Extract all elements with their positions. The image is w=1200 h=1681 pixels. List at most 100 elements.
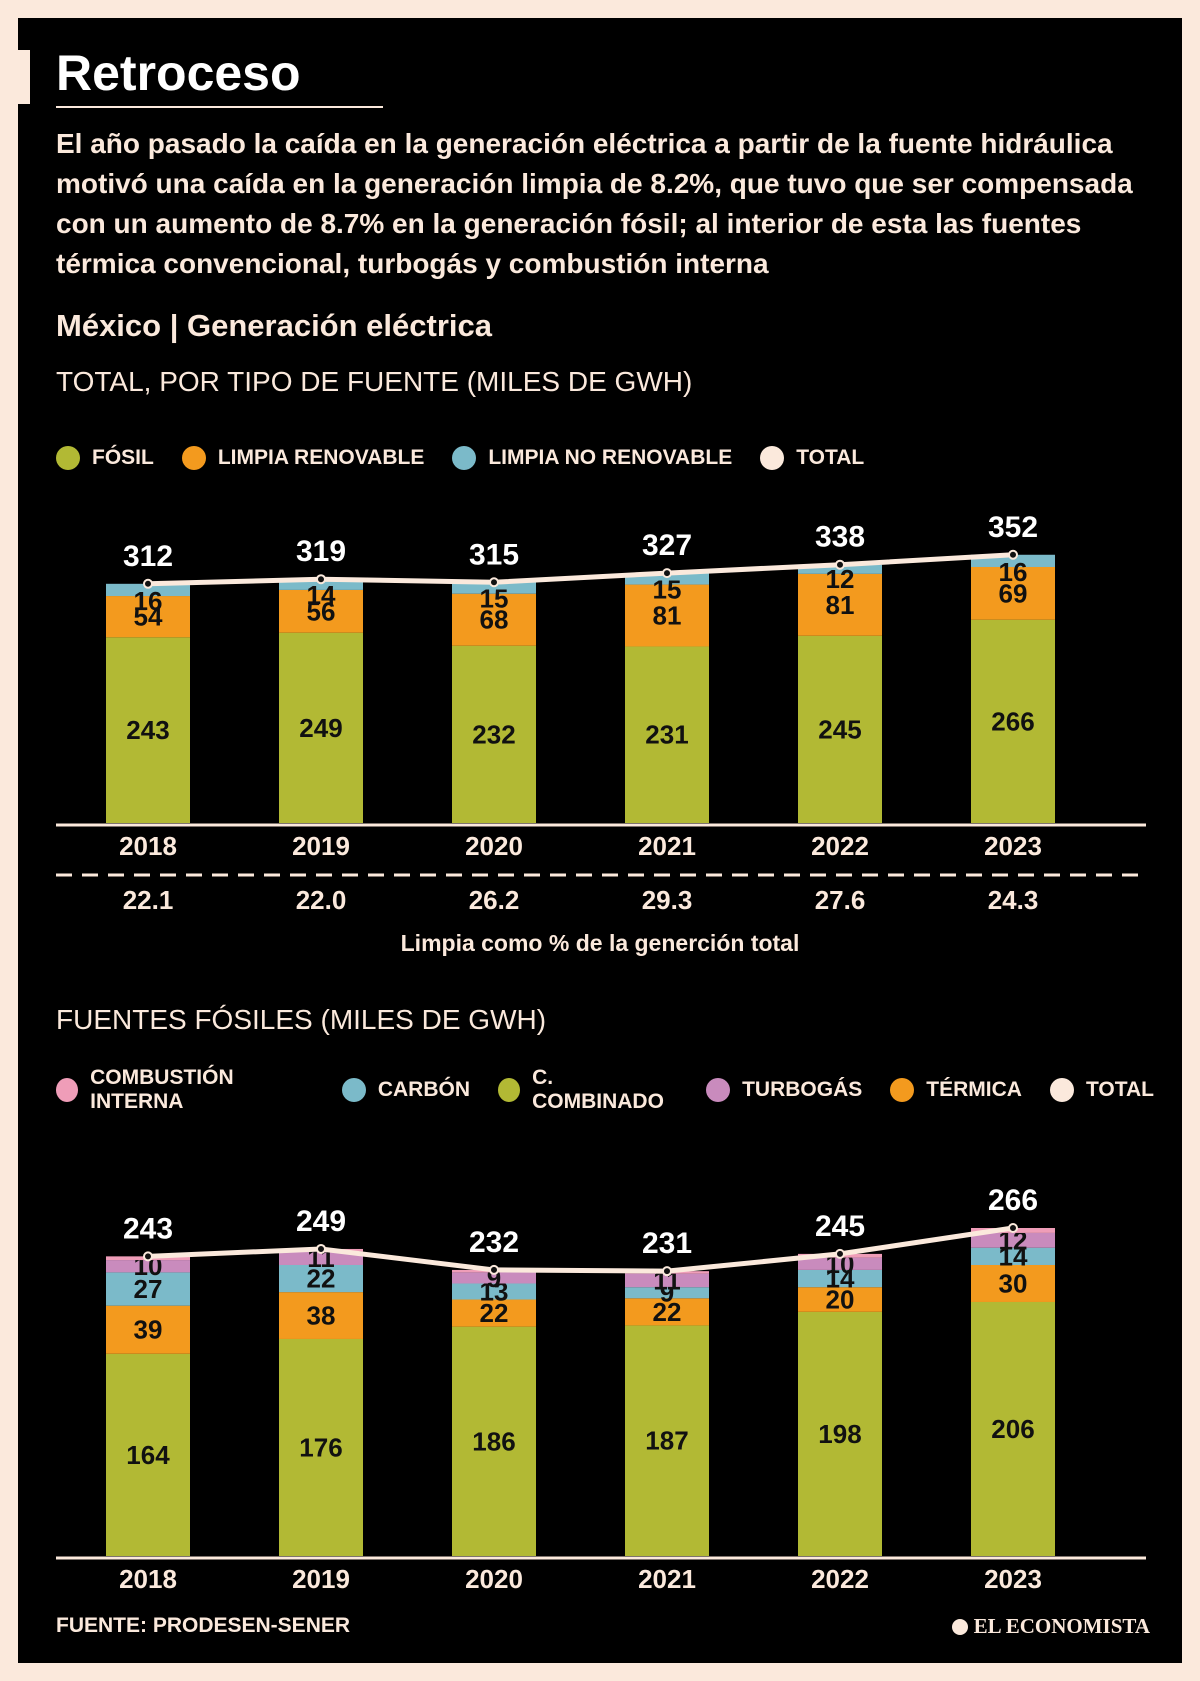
data-label-carbon-2020: 13 — [480, 1277, 509, 1307]
legend-dot-icon — [890, 1078, 915, 1102]
total-label-2020: 232 — [469, 1226, 519, 1259]
total-label-2022: 338 — [815, 521, 865, 554]
data-label-turbogas-2022: 10 — [826, 1249, 855, 1279]
data-label-termica-2022: 20 — [826, 1285, 855, 1315]
bar-c-combinado-2018 — [106, 1353, 190, 1556]
bar-limpia-no-renovable-2020 — [452, 582, 536, 594]
total-point — [1008, 1223, 1018, 1233]
clean-share-value: 22.0 — [296, 885, 347, 915]
infographic-panel: Retroceso El año pasado la caída en la g… — [18, 18, 1182, 1663]
data-label-fosil-2021: 231 — [645, 720, 688, 750]
bar-turbogas-2019 — [279, 1251, 363, 1265]
bar-combustion-interna-2019 — [279, 1248, 363, 1252]
total-label-2019: 319 — [296, 535, 346, 568]
data-label-fosil-2020: 232 — [472, 719, 515, 749]
data-label-termica-2023: 30 — [999, 1268, 1028, 1298]
legend-item-termica: TÉRMICA — [890, 1078, 1022, 1102]
bar-fosil-2019 — [279, 632, 363, 823]
bar-termica-2023 — [971, 1264, 1055, 1302]
legend-item-ciclo-combinado: C. COMBINADO — [498, 1066, 678, 1114]
bar-carbon-2019 — [279, 1264, 363, 1293]
bar-combustion-interna-2021 — [625, 1271, 709, 1274]
bar-carbon-2020 — [452, 1283, 536, 1300]
total-label-2023: 266 — [988, 1184, 1038, 1217]
chart1-subtitle: TOTAL, POR TIPO DE FUENTE (MILES DE GWH) — [56, 366, 693, 397]
data-label-termica-2018: 39 — [134, 1315, 163, 1345]
bar-limpia-renovable-2021 — [625, 584, 709, 647]
total-point — [316, 574, 326, 585]
legend-label: CARBÓN — [377, 1078, 470, 1101]
legend-item-total: TOTAL — [1049, 1078, 1154, 1102]
x-tick-label: 2021 — [638, 831, 696, 861]
total-label-2018: 243 — [123, 1212, 173, 1245]
bar-c-combinado-2020 — [452, 1326, 536, 1556]
data-label-fosil-2019: 249 — [299, 713, 342, 743]
total-point — [835, 559, 845, 570]
legend-label: C. COMBINADO — [532, 1066, 664, 1113]
bar-turbogas-2018 — [106, 1260, 190, 1273]
x-tick-label: 2018 — [119, 831, 177, 861]
bar-limpia-renovable-2023 — [971, 566, 1055, 620]
legend-label: LIMPIA NO RENOVABLE — [488, 446, 733, 469]
bar-turbogas-2022 — [798, 1257, 882, 1270]
legend-label: LIMPIA RENOVABLE — [217, 446, 425, 469]
total-label-2021: 231 — [642, 1227, 692, 1260]
bar-fosil-2021 — [625, 646, 709, 823]
bar-carbon-2021 — [625, 1287, 709, 1299]
data-label-turbogas-2020: 9 — [487, 1263, 501, 1293]
total-point — [1008, 549, 1018, 560]
bar-limpia-no-renovable-2018 — [106, 583, 190, 597]
legend-dot-icon — [1049, 1078, 1074, 1102]
legend-dot-icon — [56, 446, 80, 470]
source-note: FUENTE: PRODESEN-SENER — [56, 1614, 351, 1637]
clean-share-value: 24.3 — [988, 885, 1039, 915]
total-label-2023: 352 — [988, 511, 1038, 544]
total-label-2018: 312 — [123, 540, 173, 573]
bar-fosil-2020 — [452, 645, 536, 823]
x-tick-label: 2020 — [465, 1564, 523, 1594]
data-label-limpia-renovable-2023: 69 — [999, 578, 1028, 608]
bar-limpia-no-renovable-2021 — [625, 573, 709, 585]
chart2-legend: COMBUSTIÓN INTERNA CARBÓN C. COMBINADO T… — [56, 1066, 1182, 1114]
total-point — [662, 568, 672, 579]
bar-combustion-interna-2022 — [798, 1253, 882, 1258]
data-label-termica-2020: 22 — [480, 1298, 509, 1328]
total-point — [489, 577, 499, 588]
bar-c-combinado-2022 — [798, 1311, 882, 1556]
bar-combustion-interna-2020 — [452, 1269, 536, 1273]
data-label-limpia-renovable-2018: 54 — [134, 602, 163, 632]
bar-turbogas-2020 — [452, 1272, 536, 1284]
data-label-limpia-no-renovable-2018: 16 — [134, 586, 163, 616]
x-tick-label: 2020 — [465, 831, 523, 861]
legend-item-limpia-no-renovable: LIMPIA NO RENOVABLE — [452, 446, 732, 470]
x-tick-label: 2019 — [292, 1564, 350, 1594]
total-point — [662, 1266, 672, 1277]
legend-dot-icon — [760, 446, 785, 470]
data-label-limpia-renovable-2021: 81 — [653, 601, 682, 631]
legend-label: TURBOGÁS — [742, 1078, 863, 1101]
bar-c-combinado-2021 — [625, 1325, 709, 1556]
total-label-2019: 249 — [296, 1205, 346, 1238]
title-underline — [56, 106, 383, 108]
data-label-fosil-2018: 243 — [126, 715, 169, 745]
total-label-2020: 315 — [469, 538, 519, 571]
bar-fosil-2022 — [798, 635, 882, 823]
bar-limpia-renovable-2022 — [798, 573, 882, 636]
data-label-turbogas-2019: 11 — [307, 1243, 335, 1273]
clean-share-caption: Limpia como % de la generción total — [400, 930, 800, 956]
legend-dot-icon — [56, 1078, 79, 1102]
total-label-2021: 327 — [642, 529, 692, 562]
x-tick-label: 2018 — [119, 1564, 177, 1594]
data-label-fosil-2023: 266 — [991, 706, 1034, 736]
bar-fosil-2023 — [971, 619, 1055, 823]
intro-text: El año pasado la caída en la generación … — [56, 128, 1133, 279]
total-point — [143, 578, 153, 589]
legend-dot-icon — [498, 1078, 521, 1102]
bar-combustion-interna-2018 — [106, 1256, 190, 1261]
data-label-limpia-no-renovable-2021: 15 — [653, 575, 682, 605]
data-label-c-combinado-2020: 186 — [472, 1426, 515, 1456]
bar-carbon-2023 — [971, 1247, 1055, 1265]
page-title: Retroceso — [56, 45, 301, 101]
bar-termica-2019 — [279, 1292, 363, 1339]
data-label-carbon-2018: 27 — [134, 1274, 163, 1304]
